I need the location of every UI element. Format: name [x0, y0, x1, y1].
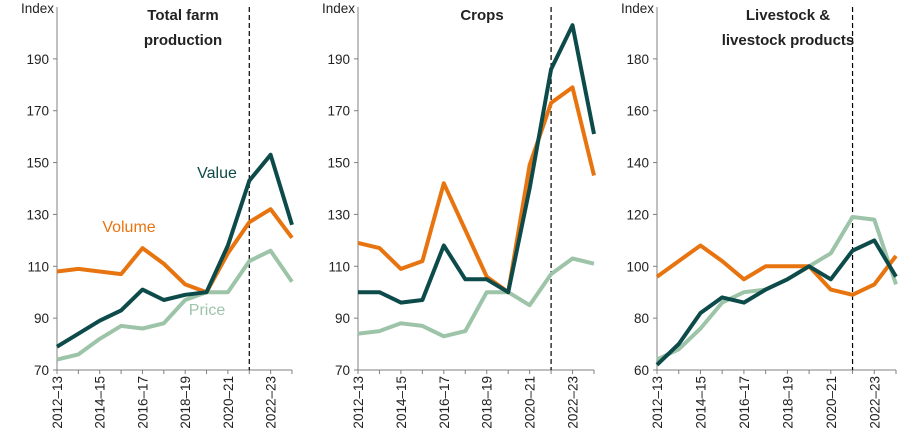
y-tick-label: 100	[626, 259, 649, 274]
series-line-price	[656, 215, 898, 362]
y-tick-label: 160	[626, 104, 649, 119]
chart-title: production	[144, 32, 222, 49]
series-label-price: Price	[189, 302, 226, 319]
y-tick-label: 190	[327, 52, 350, 67]
x-tick-label: 2022–23	[264, 376, 279, 429]
y-tick-label: 190	[26, 52, 49, 67]
series-label-value: Value	[197, 165, 237, 182]
x-tick-label: 2018–19	[780, 376, 795, 429]
series-line-price	[56, 248, 294, 362]
x-tick-label: 2020–21	[523, 376, 538, 429]
y-tick-label: 90	[335, 311, 350, 326]
x-tick-label: 2022–23	[566, 376, 581, 429]
x-tick-label: 2014–15	[93, 376, 108, 429]
series-line-volume	[56, 207, 294, 295]
series-label-volume: Volume	[102, 219, 155, 236]
y-axis-unit-label: Index	[621, 1, 654, 16]
x-tick-label: 2016–17	[737, 376, 752, 429]
series-line-value	[55, 152, 294, 349]
x-tick-label: 2018–19	[178, 376, 193, 429]
chart-panel-3: 60 80 100 120 140 160 180 Index 2012–13 2014–15 20…	[621, 1, 898, 429]
series-line-price	[357, 256, 595, 339]
y-tick-label: 70	[335, 363, 350, 378]
y-axis-unit-label: Index	[322, 1, 355, 16]
y-tick-label: 130	[26, 207, 49, 222]
series-line-value	[358, 23, 596, 305]
y-tick-label: 110	[27, 259, 49, 274]
chart-title: livestock products	[722, 32, 855, 49]
series-line-value	[655, 238, 898, 367]
x-tick-label: 2018–19	[480, 376, 495, 429]
chart-title: Livestock &	[746, 7, 830, 24]
y-tick-label: 70	[34, 363, 49, 378]
x-tick-label: 2020–21	[221, 376, 236, 429]
chart-panel-1: 70 90 110 130 150 170 190 Index 2012–13 2014–15 20…	[21, 1, 294, 429]
y-tick-label: 170	[327, 104, 350, 119]
x-tick-label: 2012–13	[50, 376, 65, 429]
x-tick-label: 2012–13	[650, 376, 665, 429]
chart-title: Crops	[460, 7, 503, 24]
y-tick-label: 170	[26, 104, 49, 119]
y-tick-label: 150	[26, 156, 49, 171]
y-tick-label: 90	[34, 311, 49, 326]
x-tick-label: 2014–15	[693, 376, 708, 429]
x-tick-label: 2016–17	[135, 376, 150, 429]
y-tick-label: 120	[626, 207, 649, 222]
x-tick-label: 2016–17	[437, 376, 452, 429]
y-tick-label: 110	[328, 259, 350, 274]
x-tick-label: 2022–23	[867, 376, 882, 429]
x-tick-label: 2012–13	[351, 376, 366, 429]
x-tick-label: 2014–15	[394, 376, 409, 429]
series-line-volume	[357, 85, 596, 295]
y-tick-label: 130	[327, 207, 350, 222]
y-tick-label: 80	[634, 311, 649, 326]
chart-title: Total farm	[147, 7, 218, 24]
y-axis-unit-label: Index	[21, 1, 54, 16]
chart-panel-2: 70 90 110 130 150 170 190 Index 2012–13 2014–15 20…	[322, 1, 596, 429]
y-tick-label: 140	[626, 156, 649, 171]
x-tick-label: 2020–21	[824, 376, 839, 429]
series-line-volume	[655, 243, 898, 297]
y-tick-label: 150	[327, 156, 350, 171]
y-tick-label: 60	[634, 363, 649, 378]
y-tick-label: 180	[626, 52, 649, 67]
